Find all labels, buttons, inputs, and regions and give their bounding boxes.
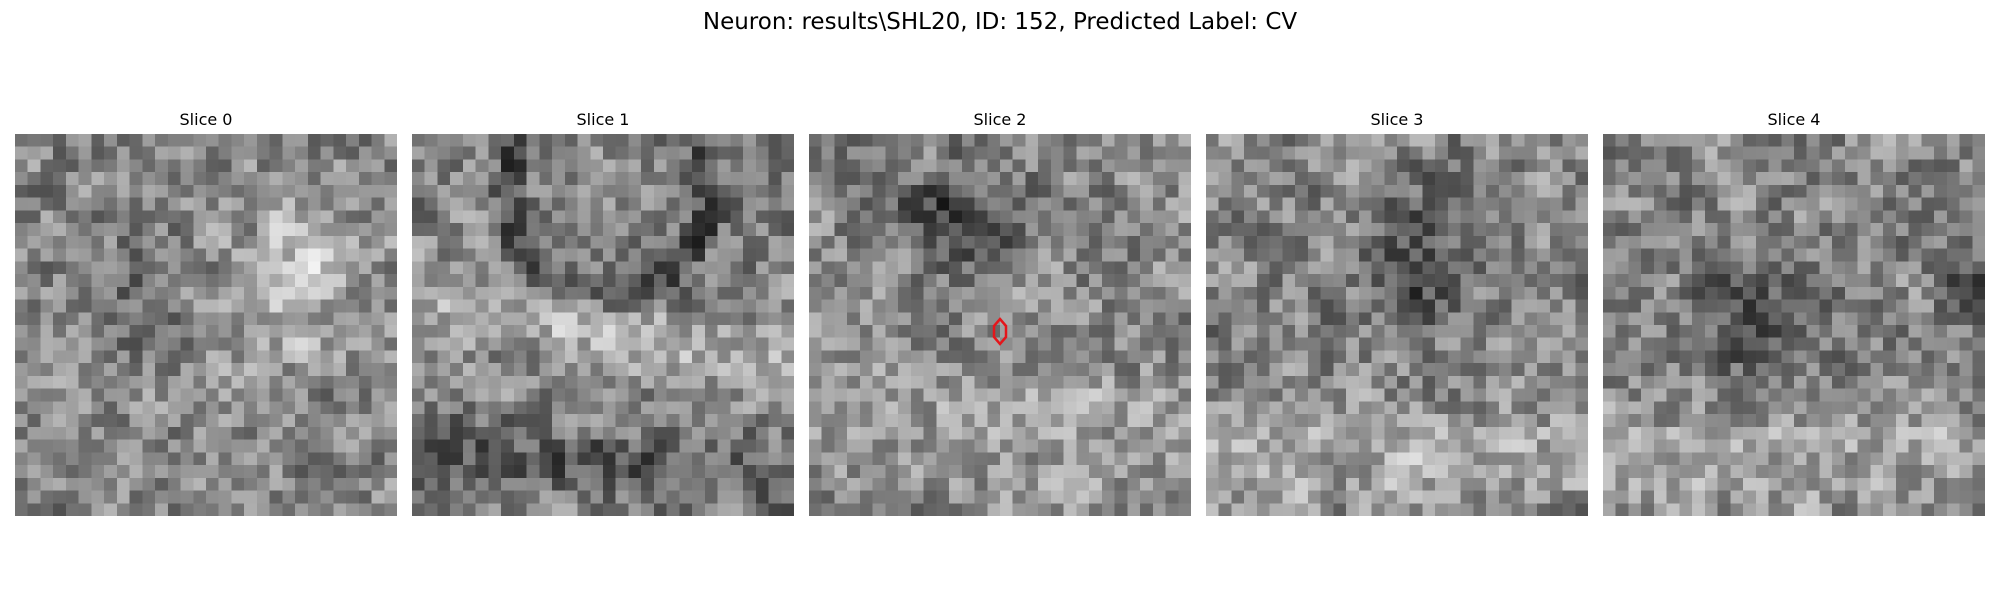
slice-title: Slice 1 [576,110,630,129]
slice-pixels [809,134,1191,516]
slice-panel: Slice 1 [412,108,794,516]
figure-title: Neuron: results\SHL20, ID: 152, Predicte… [702,9,1298,35]
slice-pixels [1603,134,1985,516]
slice-image [1206,134,1588,516]
slice-image [15,134,397,516]
slice-image [1603,134,1985,516]
slice-title: Slice 0 [179,110,233,129]
slice-pixels [15,134,397,516]
center-marker-icon [992,317,1008,346]
slice-panel: Slice 0 [15,108,397,516]
center-marker [992,317,1008,346]
slice-panel: Slice 2 [809,108,1191,516]
slice-panel: Slice 3 [1206,108,1588,516]
slice-pixels [1206,134,1588,516]
slice-image [809,134,1191,516]
slice-title: Slice 3 [1370,110,1424,129]
slice-title: Slice 2 [973,110,1027,129]
slice-panel: Slice 4 [1603,108,1985,516]
slice-image [412,134,794,516]
slice-pixels [412,134,794,516]
slice-title: Slice 4 [1767,110,1821,129]
